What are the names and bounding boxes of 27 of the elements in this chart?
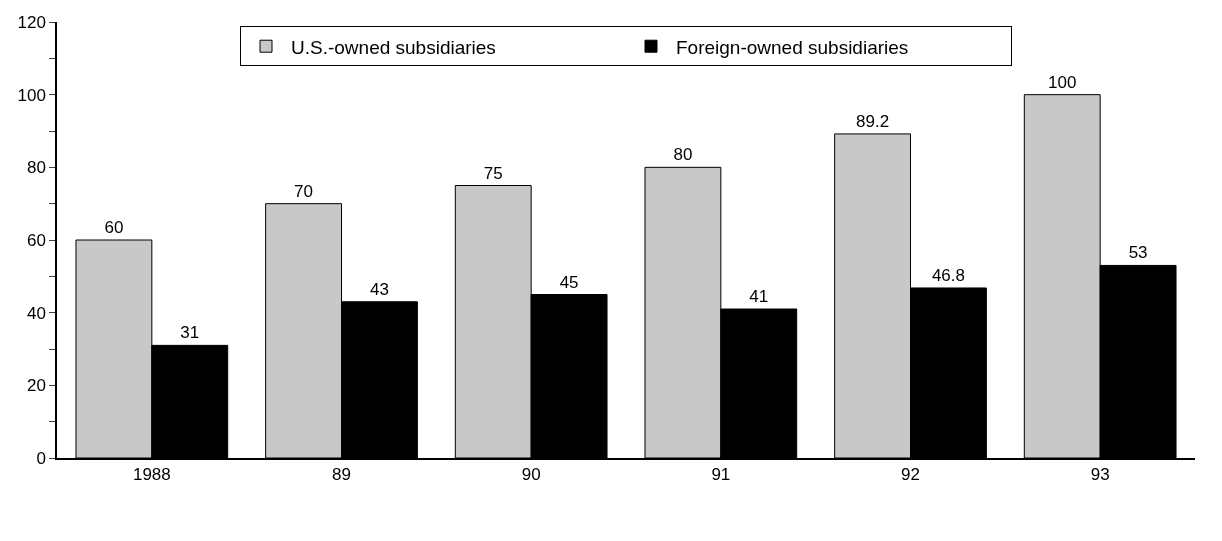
data-label: 75	[483, 163, 503, 183]
data-label: 53	[1128, 243, 1148, 263]
x-tick-label: 93	[1090, 465, 1110, 485]
data-label: 43	[369, 279, 389, 299]
y-tick-label: 100	[17, 85, 46, 105]
y-tick-label: 0	[36, 448, 46, 468]
data-label: 31	[180, 323, 200, 343]
y-tick-label: 120	[17, 12, 46, 32]
legend-label: Foreign-owned subsidiaries	[676, 36, 909, 58]
x-tick-label: 91	[711, 465, 731, 485]
y-tick-label: 20	[26, 376, 46, 396]
data-label: 41	[749, 287, 769, 307]
data-label: 70	[294, 181, 314, 201]
data-label: 100	[1048, 72, 1077, 92]
y-tick-label: 60	[26, 230, 46, 250]
data-label: 60	[104, 218, 124, 237]
y-tick-label: 40	[26, 303, 46, 323]
x-tick-label: 89	[332, 465, 351, 485]
legend-label: U.S.-owned subsidiaries	[291, 36, 496, 58]
y-tick-label: 80	[26, 158, 46, 178]
data-label: 46.8	[931, 265, 965, 285]
data-label: 45	[559, 272, 579, 292]
x-tick-label: 1988	[132, 465, 171, 485]
data-label: 80	[673, 145, 693, 165]
data-label: 89.2	[856, 111, 890, 131]
x-tick-label: 90	[521, 465, 541, 485]
x-tick-label: 92	[901, 465, 920, 485]
